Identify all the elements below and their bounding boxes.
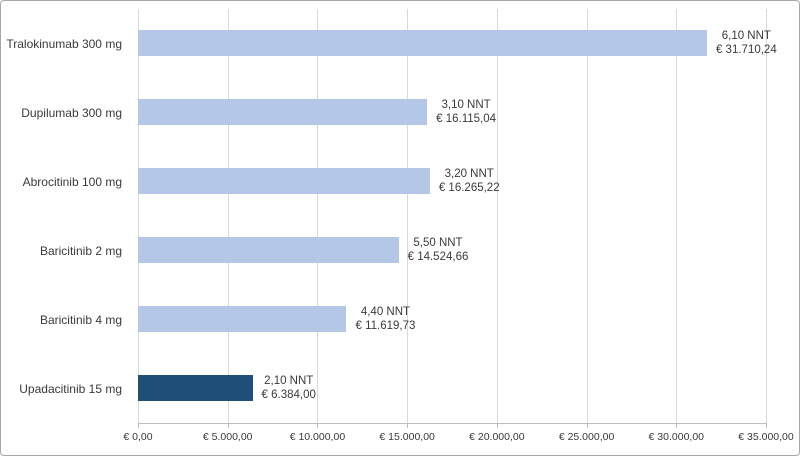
axis-tick — [766, 423, 767, 428]
bar-row: 6,10 NNT € 31.710,24 — [138, 9, 777, 78]
category-label: Baricitinib 2 mg — [39, 243, 122, 258]
x-axis-line — [138, 423, 767, 424]
nnt-label: 4,40 NNT — [360, 305, 411, 318]
category-axis: Tralokinumab 300 mg Dupilumab 300 mg Abr… — [1, 9, 130, 423]
gridline — [496, 9, 498, 423]
cost-label: € 16.115,04 — [436, 113, 497, 126]
bar-value-label: 6,10 NNT € 31.710,24 — [716, 29, 777, 59]
gridline — [407, 9, 409, 423]
bar-row: 5,50 NNT € 14.524,66 — [138, 216, 766, 285]
x-axis-tick-label: € 35.000,00 — [738, 431, 794, 443]
x-axis-tick-label: € 0,00 — [123, 431, 153, 443]
axis-tick — [317, 423, 319, 428]
bar[interactable] — [138, 237, 399, 263]
bar-row: 3,10 NNT € 16.115,04 — [138, 78, 766, 147]
x-axis-tick-label: € 30.000,00 — [648, 431, 705, 443]
bar-row: 4,40 NNT € 11.619,73 — [138, 285, 766, 354]
cost-label: € 14.524,66 — [407, 251, 469, 264]
bar-value-label: 3,20 NNT € 16.265,22 — [439, 167, 500, 197]
gridline — [317, 9, 319, 423]
x-axis-tick-label: € 15.000,00 — [379, 431, 435, 443]
gridline — [227, 9, 229, 423]
nnt-label: 6,10 NNT — [721, 29, 771, 42]
cost-label: € 6.384,00 — [261, 389, 316, 402]
nnt-label: 3,20 NNT — [444, 167, 494, 180]
bar-row: 3,20 NNT € 16.265,22 — [138, 147, 766, 216]
x-axis-tick-label: € 20.000,00 — [469, 431, 525, 443]
gridline — [586, 9, 588, 423]
gridline — [138, 9, 139, 423]
bar-value-label: 4,40 NNT € 11.619,73 — [355, 305, 415, 335]
bar[interactable] — [138, 168, 430, 194]
category-label: Tralokinumab 300 mg — [6, 36, 122, 51]
bar-value-label: 5,50 NNT € 14.524,66 — [408, 236, 469, 266]
axis-tick — [586, 423, 588, 428]
category-label: Baricitinib 4 mg — [39, 312, 122, 327]
bar[interactable] — [138, 306, 347, 332]
bar[interactable] — [138, 99, 428, 125]
cost-label: € 16.265,22 — [438, 182, 500, 195]
axis-tick — [227, 423, 229, 428]
nnt-label: 3,10 NNT — [441, 98, 491, 111]
bar-row: 2,10 NNT € 6.384,00 — [138, 354, 766, 423]
gridline — [766, 9, 767, 423]
gridline — [676, 9, 678, 423]
axis-tick — [407, 423, 409, 428]
x-axis-tick-label: € 10.000,00 — [289, 431, 346, 443]
axis-tick — [138, 423, 139, 428]
x-axis-tick-label: € 5.000,00 — [202, 431, 253, 443]
bar[interactable] — [138, 30, 707, 56]
axis-tick — [496, 423, 498, 428]
x-axis-tick-label: € 25.000,00 — [558, 431, 615, 443]
axis-tick — [676, 423, 678, 428]
category-label: Upadacitinib 15 mg — [19, 381, 122, 396]
nnt-label: 2,10 NNT — [264, 374, 314, 387]
bar[interactable] — [138, 375, 253, 401]
cost-label: € 11.619,73 — [355, 320, 416, 333]
cost-label: € 31.710,24 — [715, 44, 777, 57]
plot-area: 6,10 NNT € 31.710,24 3,10 NNT € 16.115,0… — [138, 9, 777, 423]
category-label: Abrocitinib 100 mg — [22, 174, 122, 189]
category-label: Dupilumab 300 mg — [21, 105, 122, 120]
bar-value-label: 2,10 NNT € 6.384,00 — [262, 374, 316, 404]
nnt-label: 5,50 NNT — [413, 236, 463, 249]
bar-value-label: 3,10 NNT € 16.115,04 — [436, 98, 496, 128]
